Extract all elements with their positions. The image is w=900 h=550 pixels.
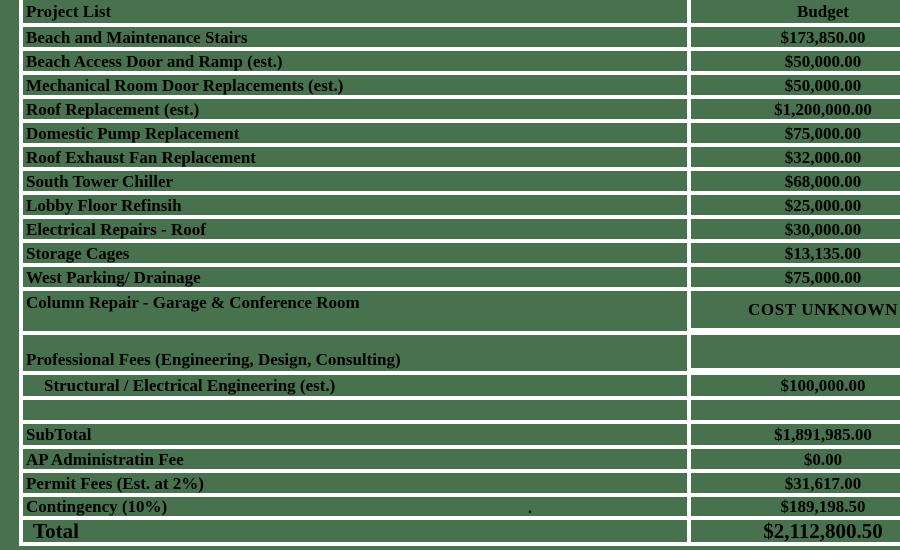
project-cell: Beach Access Door and Ramp (est.) [23, 51, 687, 71]
table-row-structural: Structural / Electrical Engineering (est… [23, 375, 900, 396]
table-row-professional-fees: Professional Fees (Engineering, Design, … [23, 335, 900, 371]
project-cell: Lobby Floor Refinsih [23, 195, 687, 215]
budget-cell: $75,000.00 [691, 123, 900, 143]
table-row: Domestic Pump Replacement $75,000.00 [23, 123, 900, 143]
total-amount-cell: $2,112,800.50 [691, 520, 900, 542]
project-cell: Domestic Pump Replacement [23, 123, 687, 143]
budget-cell: $31,617.00 [691, 473, 900, 493]
table-row-empty [23, 400, 900, 420]
contingency-label: Contingency (10%) [26, 497, 168, 516]
budget-table: Project List Budget Beach and Maintenanc… [19, 0, 900, 546]
budget-cell: $32,000.00 [691, 147, 900, 167]
project-cell [23, 400, 687, 420]
project-cell: Roof Replacement (est.) [23, 99, 687, 119]
table-row-contingency: Contingency (10%) . $189,198.50 [23, 497, 900, 517]
project-cell: SubTotal [23, 424, 687, 445]
project-cell: AP Administratin Fee [23, 449, 687, 469]
table-row-admin-fee: AP Administratin Fee $0.00 [23, 449, 900, 469]
table-row: Beach Access Door and Ramp (est.) $50,00… [23, 51, 900, 71]
project-cell: South Tower Chiller [23, 171, 687, 191]
table-row-subtotal: SubTotal $1,891,985.00 [23, 424, 900, 445]
budget-cell: $25,000.00 [691, 195, 900, 215]
project-cell: Contingency (10%) . [23, 497, 687, 517]
project-cell: Permit Fees (Est. at 2%) [23, 473, 687, 493]
project-cell: West Parking/ Drainage [23, 267, 687, 287]
budget-cell: $1,200,000.00 [691, 99, 900, 119]
project-cell: Professional Fees (Engineering, Design, … [23, 335, 687, 371]
table-header-row: Project List Budget [23, 0, 900, 23]
table-row: South Tower Chiller $68,000.00 [23, 171, 900, 191]
project-cell: Roof Exhaust Fan Replacement [23, 147, 687, 167]
table-row: Storage Cages $13,135.00 [23, 243, 900, 263]
project-list-header: Project List [23, 0, 687, 23]
project-cell: Structural / Electrical Engineering (est… [23, 375, 687, 396]
table-row-total: Total $2,112,800.50 [23, 520, 900, 542]
budget-cell: $13,135.00 [691, 243, 900, 263]
budget-cell: $50,000.00 [691, 51, 900, 71]
project-cell: Electrical Repairs - Roof [23, 219, 687, 239]
table-row: Lobby Floor Refinsih $25,000.00 [23, 195, 900, 215]
budget-cell: $189,198.50 [691, 497, 900, 516]
project-cell: Beach and Maintenance Stairs [23, 27, 687, 47]
table-row: Roof Replacement (est.) $1,200,000.00 [23, 99, 900, 119]
budget-cell: $100,000.00 [691, 375, 900, 396]
table-row: West Parking/ Drainage $75,000.00 [23, 267, 900, 287]
budget-cell: $30,000.00 [691, 219, 900, 239]
budget-cell: $50,000.00 [691, 75, 900, 95]
table-row: Mechanical Room Door Replacements (est.)… [23, 75, 900, 95]
budget-cell: $0.00 [691, 449, 900, 469]
total-label-cell: Total [23, 520, 687, 542]
budget-cell-cost-unknown: COST UNKNOWN [691, 291, 900, 328]
stray-period-mark: . [528, 500, 532, 517]
budget-cell [691, 335, 900, 368]
table-row: Electrical Repairs - Roof $30,000.00 [23, 219, 900, 239]
project-cell: Mechanical Room Door Replacements (est.) [23, 75, 687, 95]
table-row-column-repair: Column Repair - Garage & Conference Room… [23, 291, 900, 331]
budget-cell: $173,850.00 [691, 27, 900, 47]
budget-cell: $68,000.00 [691, 171, 900, 191]
budget-cell [691, 400, 900, 420]
project-cell: Column Repair - Garage & Conference Room [23, 291, 687, 331]
budget-cell: $75,000.00 [691, 267, 900, 287]
table-row: Beach and Maintenance Stairs $173,850.00 [23, 27, 900, 47]
table-row: Roof Exhaust Fan Replacement $32,000.00 [23, 147, 900, 167]
budget-header: Budget [691, 0, 900, 23]
table-row-permit-fees: Permit Fees (Est. at 2%) $31,617.00 [23, 473, 900, 493]
budget-cell: $1,891,985.00 [691, 424, 900, 445]
project-cell: Storage Cages [23, 243, 687, 263]
